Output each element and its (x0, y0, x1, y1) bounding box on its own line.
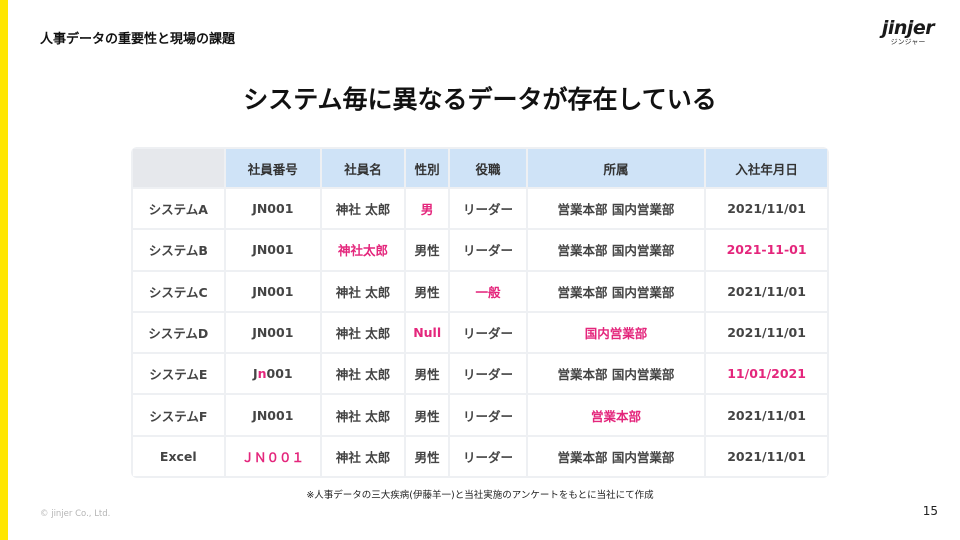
row-system-label: システムB (133, 230, 224, 270)
cell-department: 営業本部 国内営業部 (527, 436, 705, 476)
cell-employee-name: 神社 太郎 (322, 271, 405, 311)
footnote: ※人事データの三大疾病(伊藤羊一)と当社実施のアンケートをもとに当社にて作成 (306, 490, 654, 501)
cell-position: リーダー (450, 230, 526, 270)
cell-employee-name: 神社 太郎 (322, 312, 405, 353)
header-corner (133, 149, 224, 187)
cell-gender: 男性 (406, 230, 449, 270)
jinjer-logo: jinjer ジンジャー (878, 18, 938, 47)
header-position: 役職 (450, 149, 526, 187)
cell-department: 国内営業部 (527, 312, 705, 353)
section-title: 人事データの重要性と現場の課題 (40, 32, 236, 47)
cell-position: リーダー (450, 395, 526, 435)
cell-department: 営業本部 国内営業部 (527, 189, 705, 229)
cell-hire-date: 2021/11/01 (706, 189, 827, 229)
cell-gender: 男性 (406, 354, 449, 394)
cell-department: 営業本部 国内営業部 (527, 354, 705, 394)
table-row: システムB JN001 神社太郎 男性 リーダー 営業本部 国内営業部 2021-11-01 (133, 230, 827, 270)
cell-employee-id: ＪＮ００１ (225, 436, 320, 476)
cell-text-part: 001 (266, 366, 293, 382)
row-system-label: システムC (133, 271, 224, 311)
header-employee-id: 社員番号 (225, 149, 320, 187)
cell-gender: Null (406, 312, 449, 353)
comparison-table: 社員番号 社員名 性別 役職 所属 入社年月日 システムA JN001 神社 太郎男… (131, 147, 829, 478)
slide-headline: システム毎に異なるデータが存在している (243, 85, 717, 114)
cell-employee-id: JN001 (225, 395, 320, 435)
cell-gender: 男性 (406, 395, 449, 435)
cell-department: 営業本部 (527, 395, 705, 435)
cell-employee-name: 神社 太郎 (322, 436, 405, 476)
cell-position: リーダー (450, 436, 526, 476)
cell-employee-id: JN001 (225, 189, 320, 229)
copyright: © jinjer Co., Ltd. (40, 509, 111, 519)
cell-position: リーダー (450, 189, 526, 229)
cell-text-part: J (252, 366, 258, 382)
cell-employee-id: JN001 (225, 271, 320, 311)
cell-position: 一般 (450, 271, 526, 311)
row-system-label: システムE (133, 354, 224, 394)
table-row: Excel ＪＮ００１ 神社 太郎 男性 リーダー 営業本部 国内営業部 2021/11/0… (133, 436, 827, 476)
table-row: システムF JN001 神社 太郎 男性 リーダー 営業本部 2021/11/01 (133, 395, 827, 435)
row-system-label: システムD (133, 312, 224, 353)
accent-bar (0, 0, 8, 540)
header-department: 所属 (527, 149, 705, 187)
cell-position: リーダー (450, 354, 526, 394)
table-row: システムE Jn001 神社 太郎 男性 リーダー 営業本部 国内営業部 11/01/202… (133, 354, 827, 394)
header-hire-date: 入社年月日 (706, 149, 827, 187)
table-header-row: 社員番号 社員名 性別 役職 所属 入社年月日 (133, 149, 827, 187)
row-system-label: システムA (133, 189, 224, 229)
logo-kana: ジンジャー (890, 38, 926, 46)
table-body: システムA JN001 神社 太郎男リーダー 営業本部 国内営業部 2021/11/01… (133, 189, 827, 476)
table-row: システムD JN001 神社 太郎 Null リーダー 国内営業部 2021/11/01 (133, 312, 827, 353)
cell-gender: 男性 (406, 271, 449, 311)
cell-employee-name: 神社太郎 (322, 230, 405, 270)
header-employee-name: 社員名 (322, 149, 405, 187)
cell-hire-date: 2021-11-01 (706, 230, 827, 270)
cell-hire-date: 2021/11/01 (706, 271, 827, 311)
cell-gender: 男性 (406, 436, 449, 476)
cell-employee-id: JN001 (225, 230, 320, 270)
cell-employee-name: 神社 太郎 (322, 354, 405, 394)
cell-hire-date: 2021/11/01 (706, 312, 827, 353)
row-system-label: Excel (133, 436, 224, 476)
page-number: 15 (922, 504, 938, 518)
cell-text-part: n (257, 366, 267, 382)
cell-hire-date: 2021/11/01 (706, 436, 827, 476)
header-gender: 性別 (406, 149, 449, 187)
cell-employee-name: 神社 太郎 (322, 189, 405, 229)
cell-employee-id: Jn001 (225, 354, 320, 394)
logo-wordmark: jinjer (881, 17, 935, 39)
cell-department: 営業本部 国内営業部 (527, 271, 705, 311)
cell-hire-date: 11/01/2021 (706, 354, 827, 394)
table-row: システムC JN001 神社 太郎 男性 一般 営業本部 国内営業部 2021/11/01 (133, 271, 827, 311)
cell-employee-name: 神社 太郎 (322, 395, 405, 435)
row-system-label: システムF (133, 395, 224, 435)
cell-department: 営業本部 国内営業部 (527, 230, 705, 270)
cell-employee-id: JN001 (225, 312, 320, 353)
cell-gender: 男 (406, 189, 449, 229)
table-row: システムA JN001 神社 太郎男リーダー 営業本部 国内営業部 2021/11/01 (133, 189, 827, 229)
cell-position: リーダー (450, 312, 526, 353)
cell-hire-date: 2021/11/01 (706, 395, 827, 435)
